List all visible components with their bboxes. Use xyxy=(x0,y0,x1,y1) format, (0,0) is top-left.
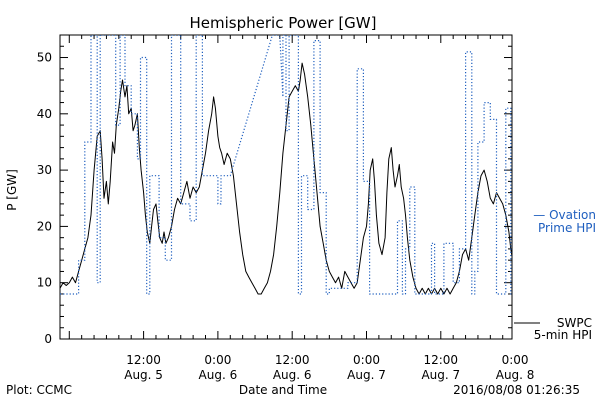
x-axis-label: Date and Time xyxy=(239,383,327,397)
chart-title: Hemispheric Power [GW] xyxy=(190,14,377,32)
y-tick-label: 40 xyxy=(37,107,52,121)
plot-frame xyxy=(59,34,513,340)
x-tick-label: 12:00 xyxy=(275,353,310,367)
x-tick-date-label: Aug. 7 xyxy=(421,368,460,382)
plot-credit: Plot: CCMC xyxy=(6,383,72,397)
x-tick-label: 0:00 xyxy=(204,353,231,367)
x-tick-label: 0:00 xyxy=(502,353,529,367)
y-tick-label: 0 xyxy=(44,332,52,346)
series-swpc-hpi xyxy=(60,62,512,295)
x-tick-date-label: Aug. 5 xyxy=(124,368,163,382)
legend-ovation-line1: — Ovation xyxy=(533,208,596,222)
y-tick-label: 50 xyxy=(37,51,52,65)
y-tick-label: 20 xyxy=(37,219,52,233)
x-tick-label: 12:00 xyxy=(126,353,161,367)
x-tick-label: 0:00 xyxy=(353,353,380,367)
y-tick-label: 10 xyxy=(37,276,52,290)
x-tick-date-label: Aug. 7 xyxy=(347,368,386,382)
plot-area xyxy=(59,34,513,340)
x-tick-label: 12:00 xyxy=(423,353,458,367)
x-tick-date-label: Aug. 8 xyxy=(496,368,535,382)
legend-ovation-line2: Prime HPI xyxy=(538,221,596,235)
x-tick-date-label: Aug. 6 xyxy=(199,368,238,382)
series-ovation-prime-hpi xyxy=(60,35,512,295)
legend-swpc-line1: SWPC xyxy=(557,316,592,330)
y-tick-label: 30 xyxy=(37,163,52,177)
timestamp: 2016/08/08 01:26:35 xyxy=(453,383,580,397)
x-tick-date-label: Aug. 6 xyxy=(273,368,312,382)
y-axis-label: P [GW] xyxy=(5,169,19,211)
legend-swpc-line2: 5-min HPI xyxy=(534,328,592,342)
